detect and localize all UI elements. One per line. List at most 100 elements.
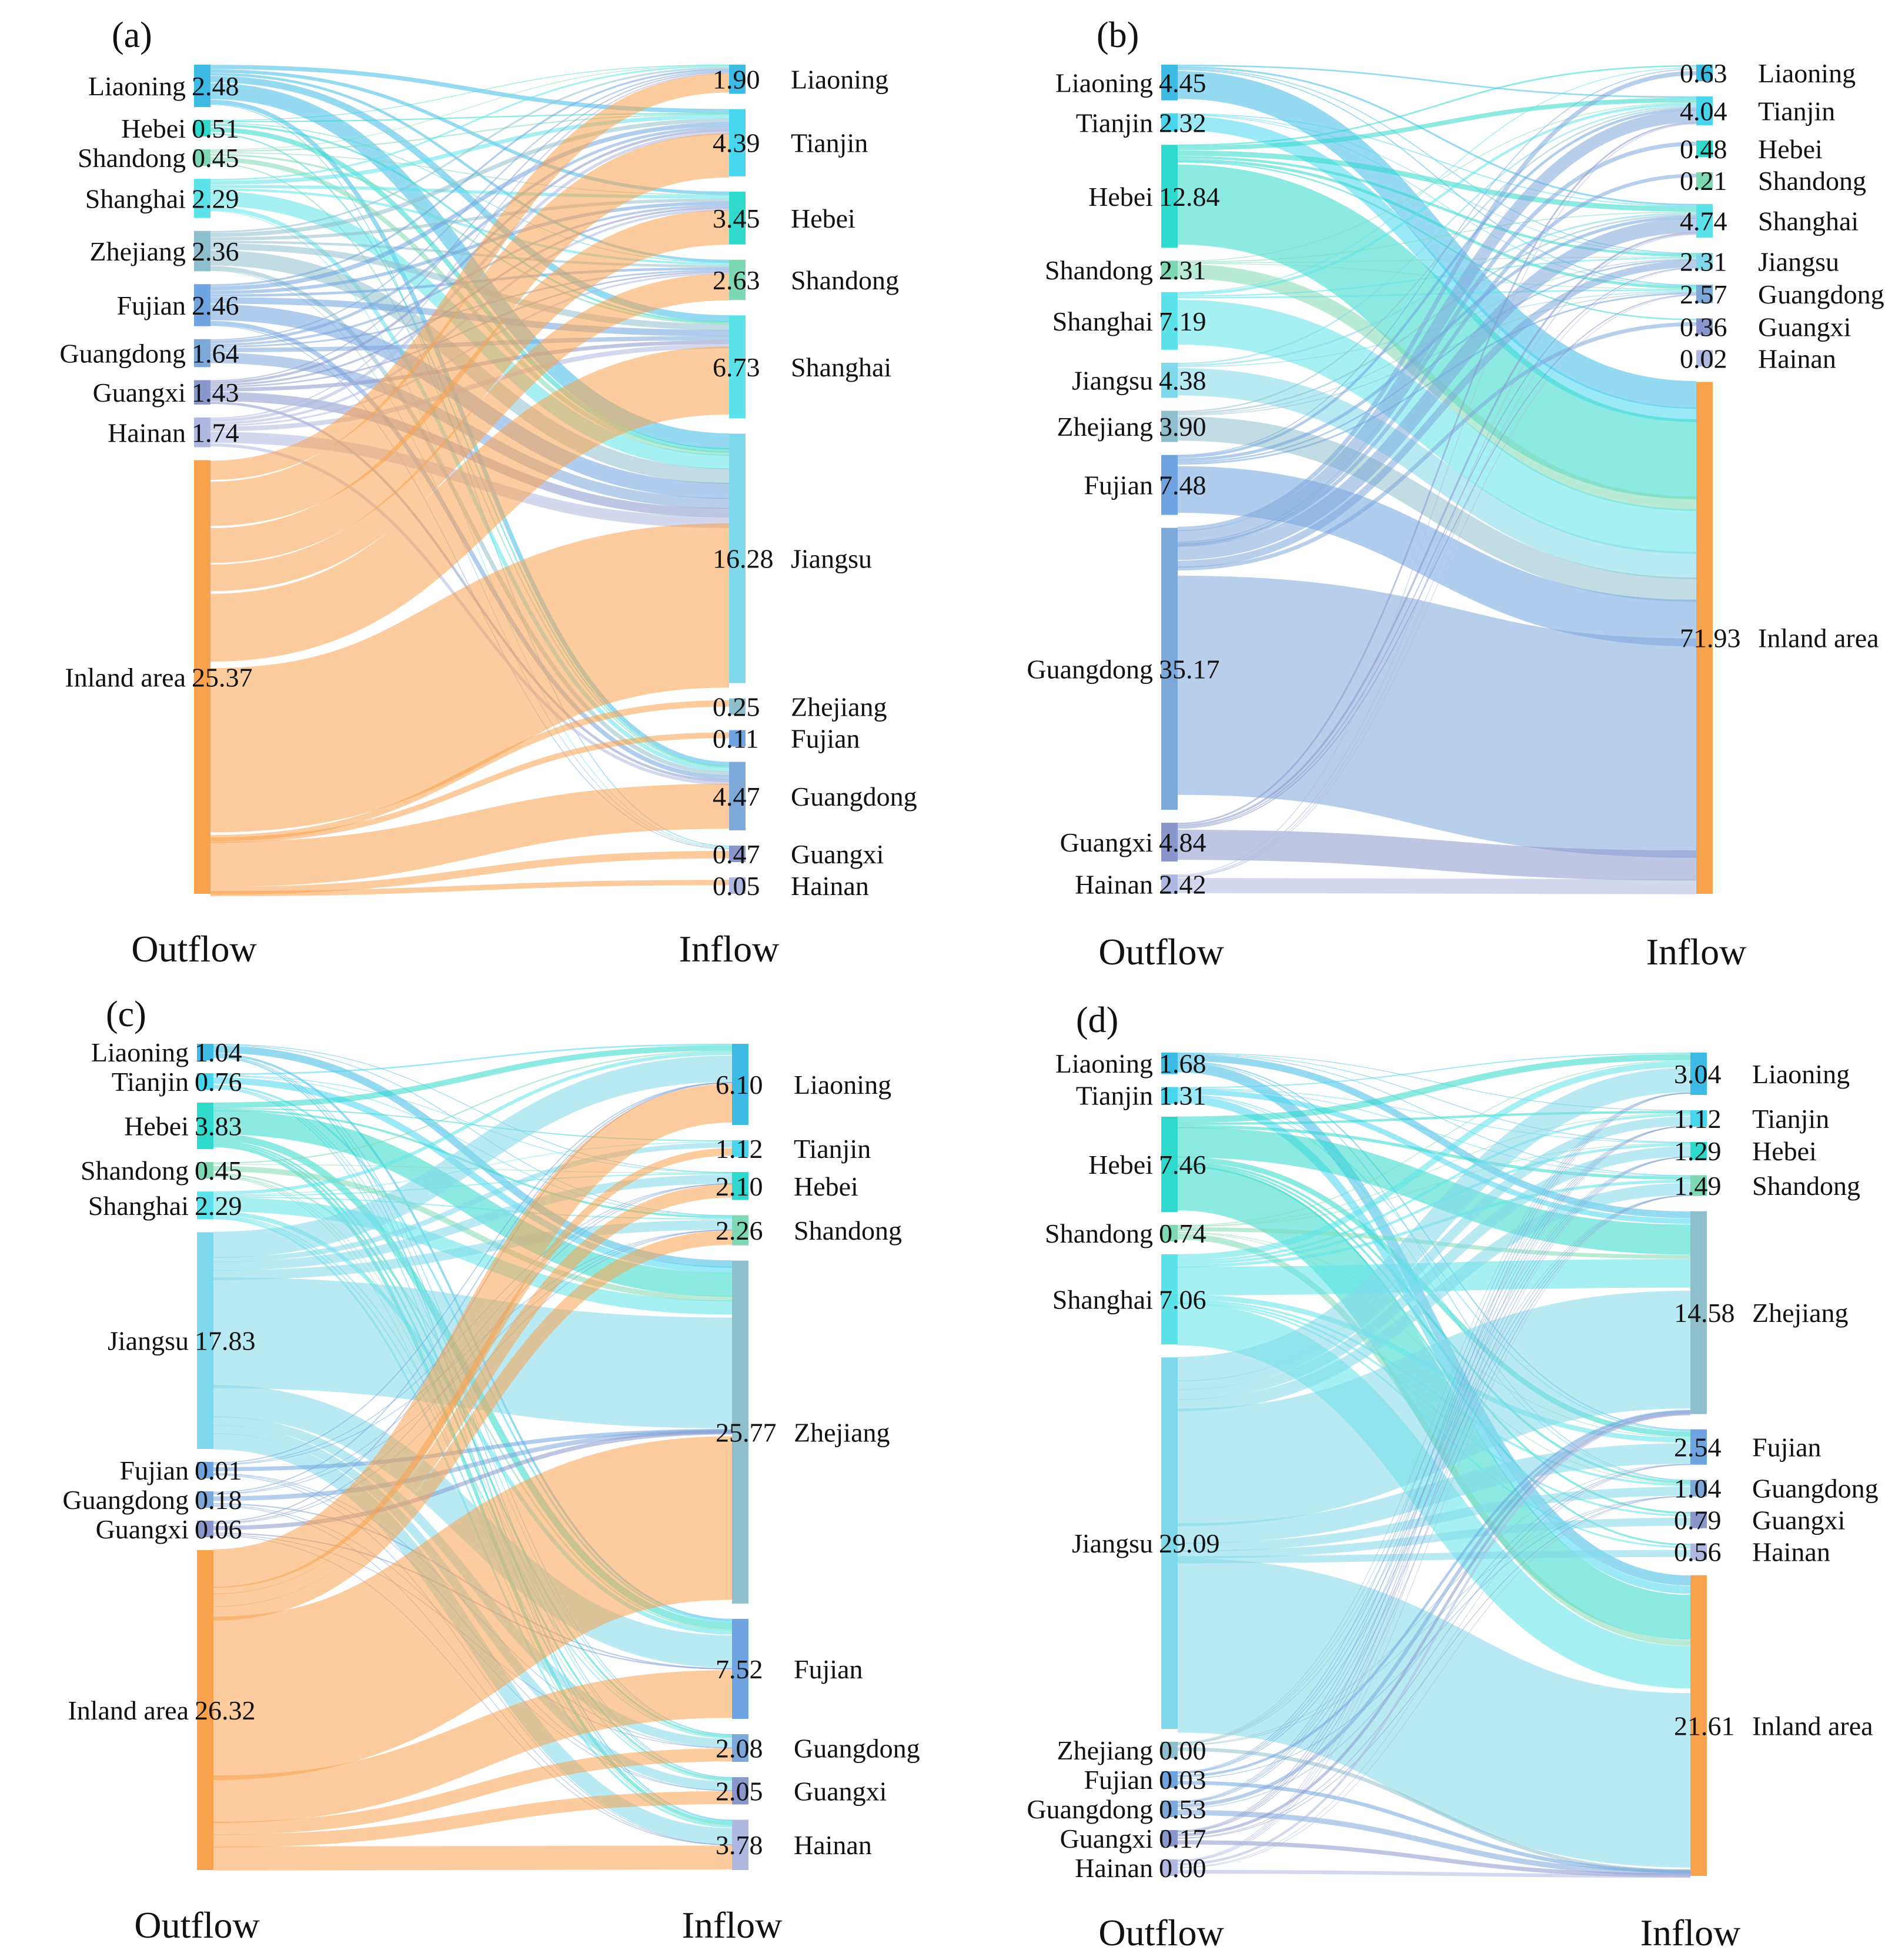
outflow-value-guangdong: 0.18 <box>195 1485 242 1515</box>
outflow-node-shandong <box>197 1162 213 1179</box>
outflow-node-guangdong <box>194 339 210 368</box>
outflow-label-guangdong: Guangdong <box>1027 654 1153 684</box>
flow-guangxi-to-tianjin <box>1177 1126 1691 1832</box>
flow-guangdong-to-guangxi <box>1177 322 1697 571</box>
outflow-value-hebei: 3.83 <box>195 1111 242 1141</box>
outflow-node-shandong <box>194 149 210 166</box>
outflow-node-fujian <box>194 284 210 326</box>
outflow-label-inland-area: Inland area <box>65 662 186 692</box>
inflow-node-shanghai <box>1696 203 1713 238</box>
inflow-node-fujian <box>732 1618 748 1719</box>
inflow-label-zhejiang: Zhejiang <box>794 1417 890 1447</box>
flow-zhejiang-to-guangdong <box>1177 1495 1691 1746</box>
flow-shanghai-to-inland-area <box>1177 299 1697 554</box>
flow-jiangsu-to-inland-area <box>1177 1558 1692 1868</box>
flow-guangdong-to-liaoning <box>1177 71 1697 532</box>
outflow-node-tianjin <box>197 1073 213 1090</box>
outflow-label-fujian: Fujian <box>119 1455 189 1485</box>
flow-zhejiang-to-fujian <box>1177 1464 1691 1745</box>
inflow-node-shanghai <box>729 315 746 419</box>
flow-hainan-to-tianjin <box>1177 123 1697 876</box>
flow-guangxi-to-zhejiang <box>1177 1412 1691 1837</box>
flow-hebei-to-liaoning <box>210 64 730 121</box>
flow-shanghai-to-liaoning <box>210 65 730 181</box>
panel-label: (a) <box>112 15 152 55</box>
outflow-label-jiangsu: Jiangsu <box>1072 366 1153 396</box>
flow-hainan-to-liaoning <box>210 72 730 419</box>
inflow-value-liaoning: 1.90 <box>713 65 760 95</box>
inflow-label-guangdong: Guangdong <box>1752 1474 1879 1504</box>
inflow-value-shandong: 2.63 <box>713 265 760 295</box>
outflow-node-inland-area <box>197 1550 213 1870</box>
outflow-label-guangxi: Guangxi <box>96 1514 189 1544</box>
outflow-value-tianjin: 2.32 <box>1159 108 1206 138</box>
outflow-label-shandong: Shandong <box>78 143 186 173</box>
flow-shanghai-to-liaoning <box>1177 67 1697 293</box>
inflow-node-shandong <box>1690 1175 1707 1196</box>
outflow-label-hainan: Hainan <box>1075 870 1153 900</box>
inflow-node-tianjin <box>729 109 746 176</box>
flow-hebei-to-tianjin <box>1177 1111 1691 1126</box>
inflow-node-tianjin <box>732 1140 748 1157</box>
outflow-node-inland-area <box>194 460 210 894</box>
outflow-value-tianjin: 1.31 <box>1159 1081 1206 1111</box>
outflow-value-hebei: 12.84 <box>1159 182 1220 212</box>
inflow-value-hebei: 2.10 <box>716 1171 763 1201</box>
inflow-node-guangxi <box>732 1777 748 1805</box>
flow-guangdong-to-liaoning <box>213 1082 733 1493</box>
panel-label: (b) <box>1097 15 1139 55</box>
flow-hebei-to-liaoning <box>1177 65 1697 146</box>
flow-fujian-to-zhejiang <box>1177 1410 1691 1778</box>
outflow-value-liaoning: 2.48 <box>192 71 239 101</box>
inflow-node-liaoning <box>1690 1053 1707 1095</box>
flow-inland-area-to-shandong <box>213 1230 733 1621</box>
outflow-node-jiangsu <box>197 1232 213 1450</box>
flow-zhejiang-to-tianjin <box>1177 106 1697 412</box>
flow-tianjin-to-shandong <box>1177 1088 1691 1177</box>
flow-hainan-to-guangdong <box>1177 295 1697 878</box>
inflow-label-guangxi: Guangxi <box>791 839 884 869</box>
outflow-node-hainan <box>194 417 210 448</box>
inflow-value-shandong: 1.49 <box>1674 1171 1722 1201</box>
outflow-value-hebei: 0.51 <box>192 113 239 143</box>
outflow-value-jiangsu: 17.83 <box>195 1326 256 1356</box>
flow-fujian-to-liaoning <box>1177 68 1697 456</box>
inflow-label-guangxi: Guangxi <box>1758 312 1851 342</box>
flow-shanghai-to-zhejiang <box>213 1197 733 1315</box>
outflow-label-hebei: Hebei <box>121 113 186 143</box>
flow-tianjin-to-liaoning <box>213 1043 733 1075</box>
outflow-label-shanghai: Shanghai <box>85 183 186 213</box>
flow-jiangsu-to-shandong <box>1177 1183 1691 1411</box>
flow-guangdong-to-shandong <box>1177 173 1697 547</box>
inflow-node-shandong <box>732 1215 748 1246</box>
inflow-label-shanghai: Shanghai <box>1758 206 1859 236</box>
flow-fujian-to-liaoning <box>213 1082 733 1464</box>
flow-inland-area-to-shanghai <box>210 346 730 662</box>
flow-guangxi-to-fujian <box>1177 1464 1691 1838</box>
inflow-label-liaoning: Liaoning <box>791 65 888 95</box>
flow-shandong-to-liaoning <box>1177 1060 1691 1226</box>
flow-inland-area-to-hebei <box>213 1184 733 1607</box>
inflow-value-hainan: 0.56 <box>1674 1537 1722 1567</box>
flow-fujian-to-liaoning <box>210 68 730 286</box>
inflow-label-fujian: Fujian <box>1752 1433 1822 1463</box>
inflow-label-tianjin: Tianjin <box>791 128 868 158</box>
inflow-label-guangxi: Guangxi <box>1752 1505 1845 1535</box>
flow-liaoning-to-hebei <box>213 1043 733 1173</box>
flow-shanghai-to-guangdong <box>1177 289 1697 299</box>
outflow-label-jiangsu: Jiangsu <box>1072 1528 1153 1558</box>
flow-hainan-to-shanghai <box>1177 233 1697 877</box>
inflow-label-hainan: Hainan <box>794 1830 872 1860</box>
inflow-label-hainan: Hainan <box>1752 1537 1830 1567</box>
outflow-label-fujian: Fujian <box>116 291 186 320</box>
flow-zhejiang-to-shanghai <box>1177 214 1697 414</box>
outflow-node-hebei <box>1161 1116 1178 1212</box>
flow-guangdong-to-shandong <box>1177 1195 1691 1804</box>
outflow-label-fujian: Fujian <box>1084 470 1153 500</box>
flow-shanghai-to-tianjin <box>1177 1113 1691 1263</box>
flow-inland-area-to-guangxi <box>210 850 730 895</box>
flow-inland-area-to-liaoning <box>210 73 730 480</box>
outflow-label-fujian: Fujian <box>1084 1765 1153 1795</box>
